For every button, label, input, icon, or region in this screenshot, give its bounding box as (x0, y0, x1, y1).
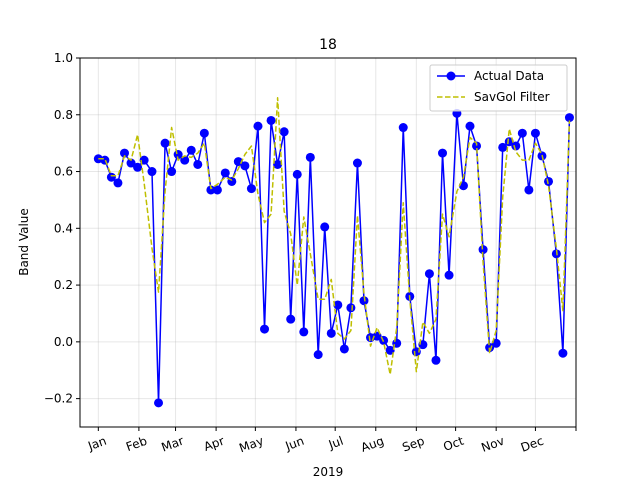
actual-data-point (266, 115, 276, 125)
x-tick-label: Feb (124, 434, 149, 454)
actual-data-point (260, 324, 270, 334)
legend-actual-marker (446, 71, 456, 81)
legend-savgol-label: SavGol Filter (474, 90, 550, 104)
y-tick-label: −0.2 (44, 392, 73, 406)
actual-data-point (346, 303, 356, 313)
actual-data-point (100, 155, 110, 165)
actual-data-point (517, 128, 527, 138)
actual-data-point (472, 141, 482, 151)
actual-data-point (424, 269, 434, 279)
legend-actual-label: Actual Data (474, 69, 544, 83)
actual-data-point (240, 161, 250, 171)
actual-data-point (106, 172, 116, 182)
actual-data-point (352, 158, 362, 168)
actual-data-point (485, 343, 495, 353)
actual-data-point (564, 113, 574, 123)
actual-data-point (530, 128, 540, 138)
actual-data-point (233, 157, 243, 167)
actual-data-point (292, 169, 302, 179)
actual-data-point (299, 327, 309, 337)
axes-frame (79, 57, 577, 428)
chart-title: 18 (319, 37, 337, 53)
x-axis-label: 2019 (313, 465, 344, 479)
x-tick-label: Jun (283, 434, 306, 454)
actual-data-point (160, 138, 170, 148)
actual-data-point (279, 127, 289, 137)
actual-data-point (320, 222, 330, 232)
y-tick-label: 0.4 (54, 221, 73, 235)
actual-data-point (339, 344, 349, 354)
y-axis-label: Band Value (17, 208, 31, 276)
actual-data-point (253, 121, 263, 131)
actual-data-point (524, 185, 534, 195)
actual-data-point (206, 185, 216, 195)
actual-data-point (438, 148, 448, 158)
actual-data-point (180, 155, 190, 165)
actual-data-point (154, 398, 164, 408)
actual-data-point (220, 168, 230, 178)
actual-data-point (333, 300, 343, 310)
actual-data-point (385, 345, 395, 355)
actual-data-point (305, 152, 315, 162)
actual-data-point (113, 178, 123, 188)
y-tick-label: 0.2 (54, 278, 73, 292)
actual-data-point (544, 176, 554, 186)
actual-data-point (126, 158, 136, 168)
actual-data-point (431, 355, 441, 365)
actual-data-point (246, 184, 256, 194)
x-tick-label: Oct (441, 434, 466, 454)
plot-series (93, 96, 574, 408)
actual-data-point (286, 314, 296, 324)
actual-data-point (133, 162, 143, 172)
actual-data-point (120, 148, 129, 158)
y-tick-label: 0.6 (54, 165, 73, 179)
y-axis-ticks: −0.2 0.0 0.2 0.4 0.6 0.8 1.0 (44, 51, 80, 406)
actual-data-point (167, 167, 177, 177)
actual-data-point (398, 123, 408, 133)
actual-data-point (558, 348, 568, 358)
savgol-filter-line (98, 96, 571, 376)
x-tick-label: Apr (202, 434, 226, 454)
y-tick-label: 1.0 (54, 51, 73, 65)
actual-data-point (491, 338, 501, 348)
actual-data-point (313, 350, 323, 360)
actual-data-point (186, 145, 196, 155)
actual-data-point (273, 159, 283, 169)
actual-data-point (478, 245, 488, 255)
legend: Actual Data SavGol Filter (429, 64, 568, 112)
actual-data-point (359, 296, 369, 306)
actual-data-point (147, 167, 157, 177)
x-tick-label: Jul (326, 434, 345, 452)
actual-data-point (511, 141, 521, 151)
y-tick-label: 0.8 (54, 108, 73, 122)
x-tick-label: Jan (85, 434, 108, 454)
actual-data-point (199, 128, 209, 138)
actual-data-point (193, 159, 203, 169)
actual-data-point (498, 142, 508, 152)
actual-data-point (465, 121, 475, 131)
actual-data-point (212, 185, 222, 195)
actual-data-point (326, 328, 336, 338)
actual-data-point (444, 270, 454, 280)
y-tick-label: 0.0 (54, 335, 73, 349)
